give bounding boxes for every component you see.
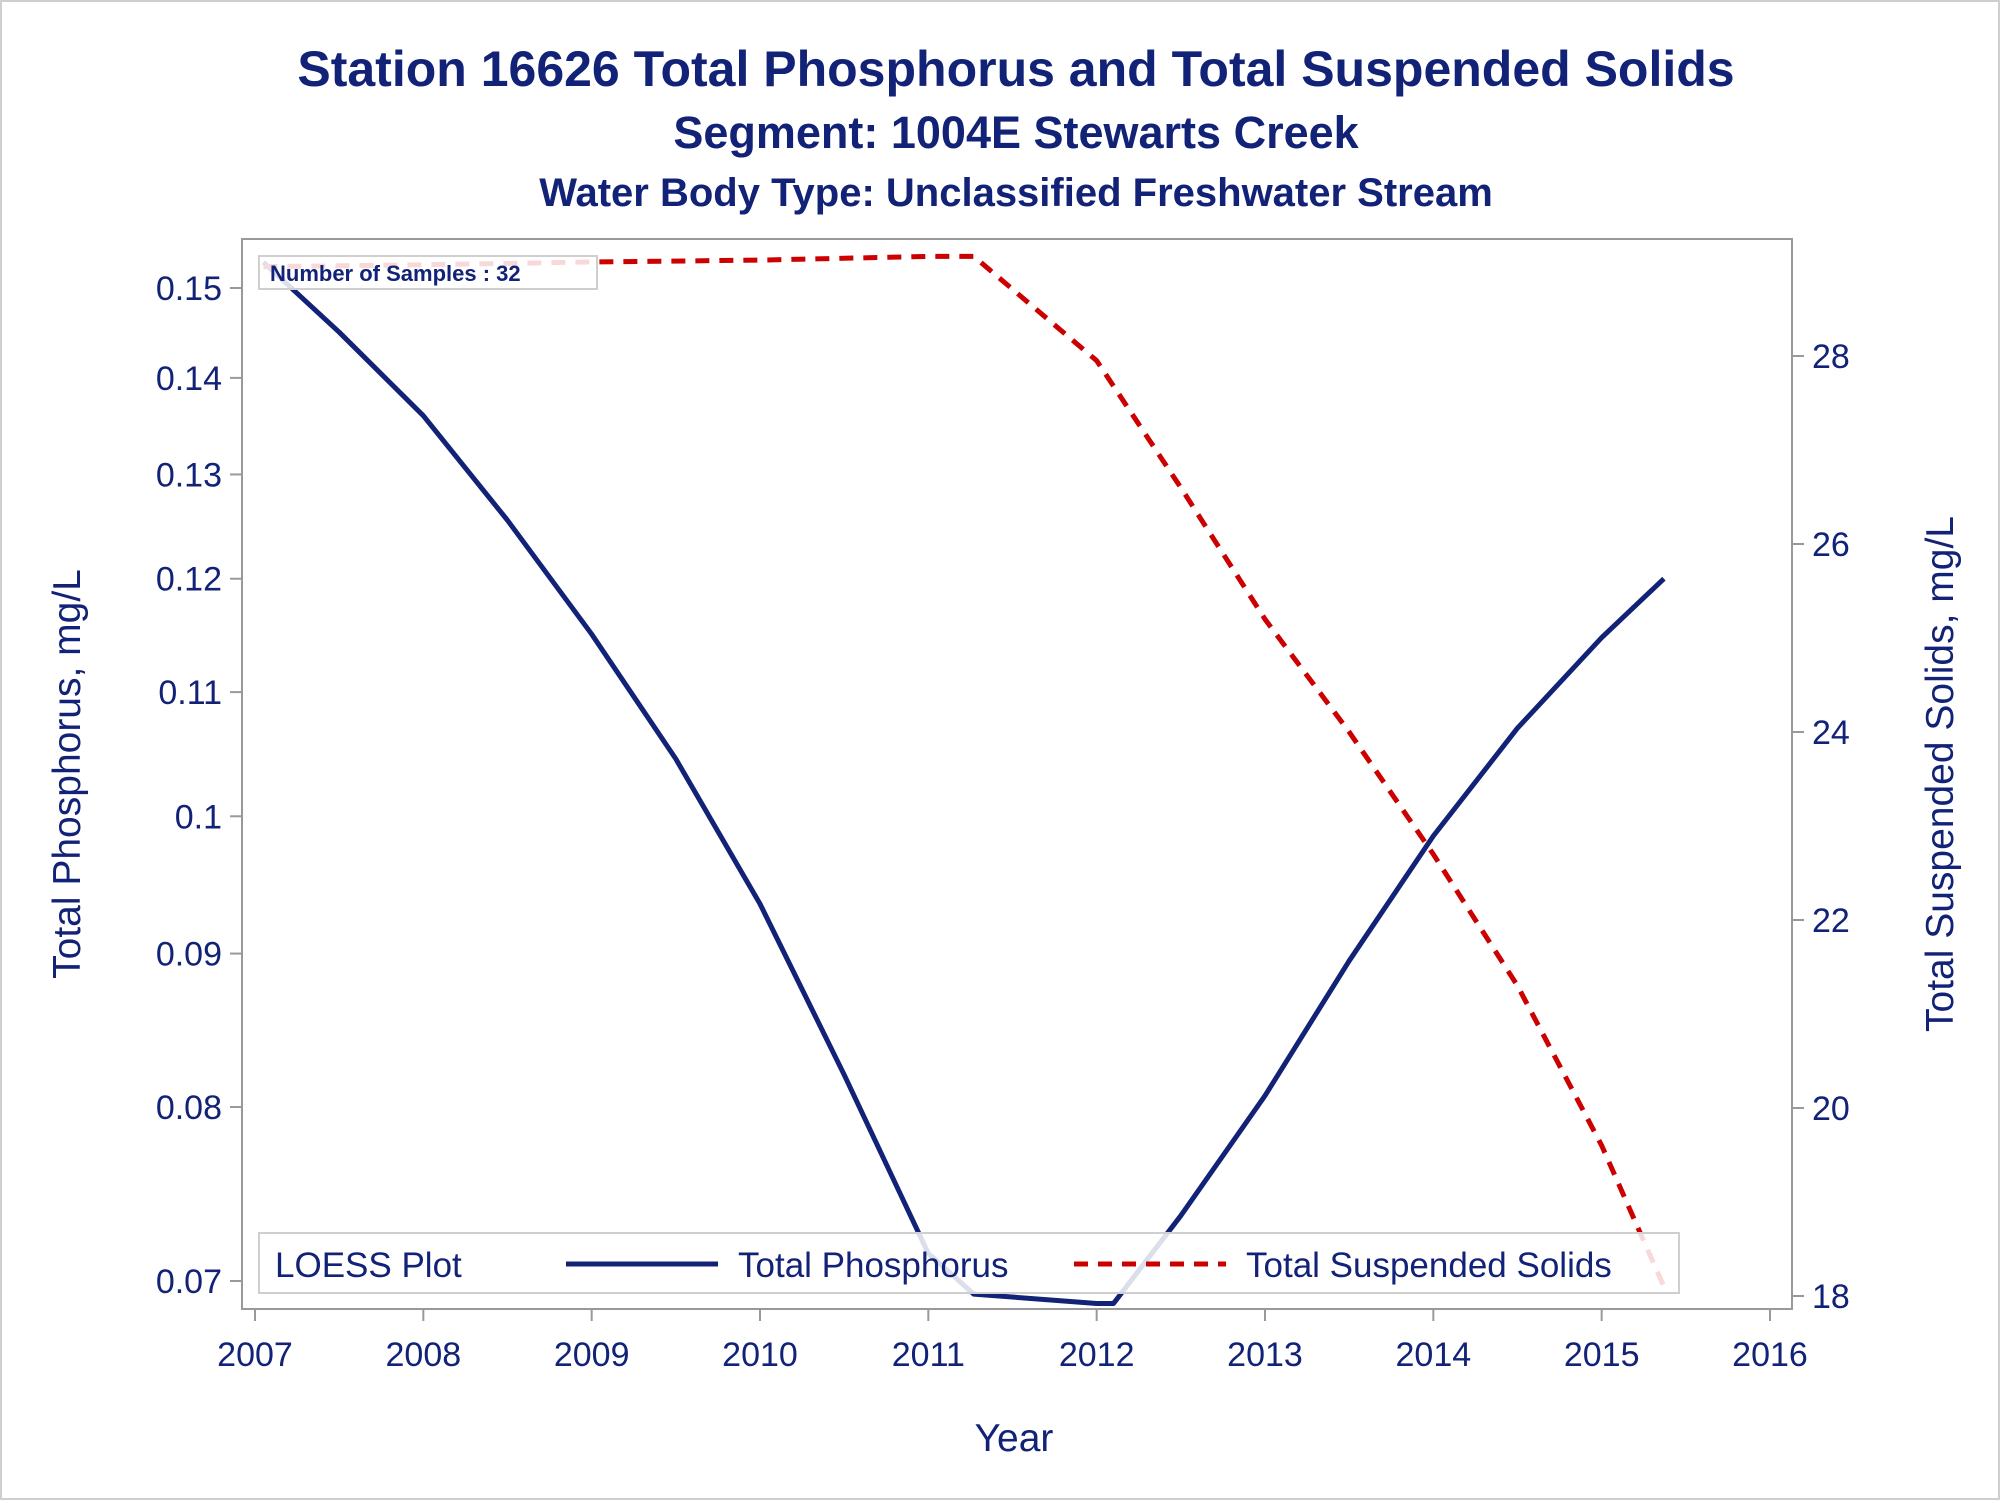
y-axis-left: 0.07 0.08 0.09 0.1 0.11 0.12 0.13 0.14 0.15	[156, 270, 242, 1301]
samples-count-text: Number of Samples : 32	[270, 261, 521, 286]
y2-tick-label-20: 20	[1812, 1090, 1850, 1128]
chart-subtitle2: Water Body Type: Unclassified Freshwater…	[539, 171, 1493, 215]
series-line-total-suspended-solids	[263, 253, 1667, 1288]
legend-label-phosphorus: Total Phosphorus	[738, 1246, 1008, 1285]
plot-area	[241, 238, 1793, 1310]
chart-subtitle: Segment: 1004E Stewarts Creek	[673, 107, 1359, 158]
series-line-total-phosphorus	[261, 260, 1666, 1306]
y2-tick-label-24: 24	[1812, 714, 1850, 752]
y2-tick-label-28: 28	[1812, 338, 1850, 376]
y-tick-label-0.12: 0.12	[156, 561, 222, 599]
y-tick-label-0.09: 0.09	[156, 936, 222, 974]
legend-box	[258, 1232, 1680, 1294]
y-axis-right: 18 20 22 24 26 28	[1792, 338, 1850, 1316]
y2-axis-label: Total Suspended Solids, mg/L	[1919, 516, 1962, 1032]
legend-label-solids: Total Suspended Solids	[1246, 1246, 1612, 1285]
y-tick-label-0.14: 0.14	[156, 360, 222, 398]
x-tick-label-2007: 2007	[217, 1336, 293, 1374]
x-tick-label-2016: 2016	[1732, 1336, 1808, 1374]
x-tick-label-2008: 2008	[386, 1336, 462, 1374]
x-tick-label-2010: 2010	[722, 1336, 798, 1374]
y-tick-label-0.13: 0.13	[156, 456, 222, 494]
y2-tick-label-18: 18	[1812, 1278, 1850, 1316]
y-axis-label: Total Phosphorus, mg/L	[46, 569, 89, 979]
x-tick-label-2014: 2014	[1396, 1336, 1472, 1374]
legend-title: LOESS Plot	[275, 1246, 462, 1285]
y-tick-label-0.1: 0.1	[175, 798, 222, 836]
x-tick-label-2012: 2012	[1059, 1336, 1135, 1374]
x-axis: 2007 2008 2009 2010 2011 2012 2013 2014 2015 2016	[217, 1309, 1808, 1374]
series-layer	[261, 253, 1667, 1306]
samples-inset: Number of Samples : 32	[258, 255, 598, 290]
legend: LOESS Plot Total Phosphorus Total Suspen…	[258, 1232, 1680, 1294]
y-tick-label-0.15: 0.15	[156, 270, 222, 308]
x-tick-label-2013: 2013	[1227, 1336, 1303, 1374]
y2-tick-label-26: 26	[1812, 526, 1850, 564]
x-axis-label: Year	[975, 1417, 1054, 1460]
y-tick-label-0.07: 0.07	[156, 1263, 222, 1301]
x-tick-label-2011: 2011	[892, 1336, 965, 1374]
y-tick-label-0.08: 0.08	[156, 1089, 222, 1127]
chart-title: Station 16626 Total Phosphorus and Total…	[297, 41, 1734, 97]
x-tick-label-2015: 2015	[1564, 1336, 1640, 1374]
x-tick-label-2009: 2009	[554, 1336, 630, 1374]
y2-tick-label-22: 22	[1812, 902, 1850, 940]
y-tick-label-0.11: 0.11	[158, 674, 222, 712]
samples-inset-box	[258, 255, 598, 290]
